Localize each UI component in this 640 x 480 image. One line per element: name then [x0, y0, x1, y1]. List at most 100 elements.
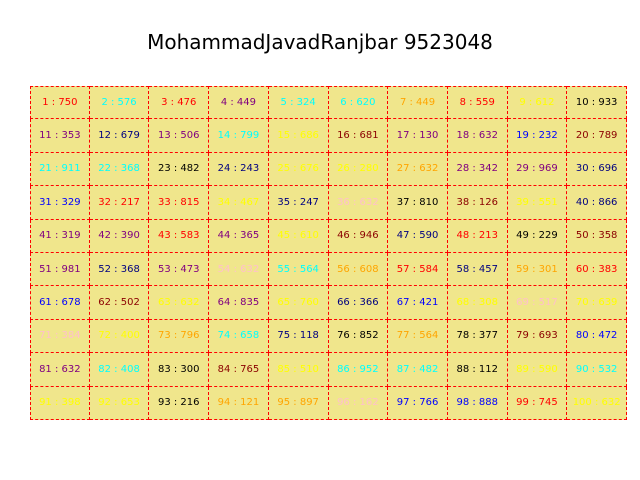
table-cell: 14 : 799	[209, 119, 269, 153]
table-cell: 46 : 946	[328, 219, 389, 253]
table-cell: 90 : 532	[567, 353, 627, 387]
table-cell: 84 : 765	[209, 353, 269, 387]
table-cell: 3 : 476	[149, 86, 210, 120]
table-cell: 18 : 632	[447, 119, 508, 153]
figure-title: MohammadJavadRanjbar 9523048	[147, 30, 493, 54]
table-cell: 60 : 383	[567, 253, 627, 287]
table-cell: 20 : 789	[567, 119, 627, 153]
table-cell: 45 : 610	[268, 219, 329, 253]
table-cell: 26 : 280	[328, 152, 389, 187]
table-cell: 47 : 590	[388, 219, 448, 253]
table-cell: 88 : 112	[447, 353, 508, 387]
table-cell: 36 : 632	[328, 186, 389, 220]
table-cell: 11 : 353	[30, 119, 90, 153]
table-cell: 61 : 678	[30, 286, 90, 320]
table-cell: 32 : 217	[89, 186, 150, 220]
table-cell: 44 : 365	[209, 219, 269, 253]
table-cell: 24 : 243	[209, 152, 269, 187]
table-cell: 13 : 506	[149, 119, 210, 153]
table-cell: 65 : 760	[268, 286, 329, 320]
table-cell: 7 : 449	[388, 86, 448, 120]
table-cell: 19 : 232	[507, 119, 568, 153]
table-cell: 70 : 639	[567, 286, 627, 320]
table-cell: 96 : 162	[328, 386, 389, 420]
table-cell: 8 : 559	[447, 86, 508, 120]
table-cell: 85 : 510	[268, 353, 329, 387]
table-cell: 21 : 911	[30, 152, 90, 187]
table-cell: 54 : 632	[209, 253, 269, 287]
table-cell: 17 : 130	[388, 119, 448, 153]
table-cell: 10 : 933	[567, 86, 627, 120]
table-cell: 64 : 835	[209, 286, 269, 320]
table-cell: 63 : 632	[149, 286, 210, 320]
table-grid: 1 : 750 2 : 576 3 : 476 4 : 449 5 : 324 6 : 6…	[30, 86, 627, 420]
table-cell: 37 : 810	[388, 186, 448, 220]
table-cell: 100 : 632	[567, 386, 627, 420]
table-cell: 40 : 866	[567, 186, 627, 220]
table-cell: 79 : 693	[507, 319, 568, 354]
table-cell: 38 : 126	[447, 186, 508, 220]
table-cell: 52 : 368	[89, 253, 150, 287]
table-cell: 98 : 888	[447, 386, 508, 420]
table-cell: 2 : 576	[89, 86, 150, 120]
table-cell: 39 : 551	[507, 186, 568, 220]
table-cell: 48 : 213	[447, 219, 508, 253]
table-cell: 86 : 952	[328, 353, 389, 387]
table-cell: 50 : 358	[567, 219, 627, 253]
table-cell: 76 : 852	[328, 319, 389, 354]
table-cell: 66 : 366	[328, 286, 389, 320]
table-cell: 25 : 676	[268, 152, 329, 187]
table-cell: 67 : 421	[388, 286, 448, 320]
table-cell: 51 : 981	[30, 253, 90, 287]
table-cell: 62 : 502	[89, 286, 150, 320]
table-cell: 94 : 121	[209, 386, 269, 420]
table-cell: 75 : 118	[268, 319, 329, 354]
table-cell: 16 : 681	[328, 119, 389, 153]
table-cell: 87 : 482	[388, 353, 448, 387]
table-cell: 99 : 745	[507, 386, 568, 420]
table-cell: 30 : 696	[567, 152, 627, 187]
table-cell: 1 : 750	[30, 86, 90, 120]
table-cell: 42 : 390	[89, 219, 150, 253]
table-cell: 41 : 319	[30, 219, 90, 253]
table-cell: 53 : 473	[149, 253, 210, 287]
table-cell: 71 : 384	[30, 319, 90, 354]
table-cell: 95 : 897	[268, 386, 329, 420]
table-cell: 34 : 467	[209, 186, 269, 220]
table-cell: 27 : 632	[388, 152, 448, 187]
table-cell: 68 : 308	[447, 286, 508, 320]
table-cell: 9 : 612	[507, 86, 568, 120]
table-cell: 72 : 400	[89, 319, 150, 354]
table-cell: 83 : 300	[149, 353, 210, 387]
table-cell: 92 : 653	[89, 386, 150, 420]
table-cell: 55 : 564	[268, 253, 329, 287]
table-cell: 12 : 679	[89, 119, 150, 153]
table-cell: 5 : 324	[268, 86, 329, 120]
table-cell: 35 : 247	[268, 186, 329, 220]
table-cell: 56 : 608	[328, 253, 389, 287]
table-cell: 73 : 796	[149, 319, 210, 354]
table-cell: 58 : 457	[447, 253, 508, 287]
table-cell: 93 : 216	[149, 386, 210, 420]
table-cell: 22 : 368	[89, 152, 150, 187]
table-cell: 28 : 342	[447, 152, 508, 187]
table-cell: 82 : 408	[89, 353, 150, 387]
table-cell: 6 : 620	[328, 86, 389, 120]
table-cell: 43 : 583	[149, 219, 210, 253]
table-cell: 89 : 590	[507, 353, 568, 387]
table-cell: 4 : 449	[209, 86, 269, 120]
table-cell: 97 : 766	[388, 386, 448, 420]
table-cell: 59 : 301	[507, 253, 568, 287]
table-cell: 23 : 482	[149, 152, 210, 187]
table-cell: 33 : 815	[149, 186, 210, 220]
table-cell: 91 : 398	[30, 386, 90, 420]
table-cell: 81 : 632	[30, 353, 90, 387]
table-cell: 49 : 229	[507, 219, 568, 253]
table-cell: 80 : 472	[567, 319, 627, 354]
table-cell: 29 : 969	[507, 152, 568, 187]
table-cell: 31 : 329	[30, 186, 90, 220]
table-cell: 15 : 686	[268, 119, 329, 153]
table-cell: 74 : 658	[209, 319, 269, 354]
table-cell: 77 : 564	[388, 319, 448, 354]
